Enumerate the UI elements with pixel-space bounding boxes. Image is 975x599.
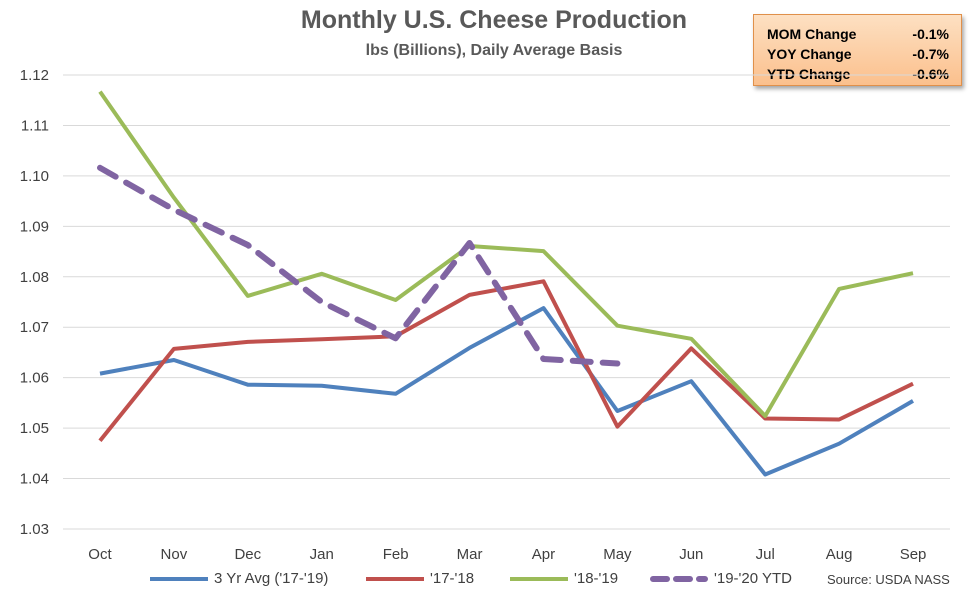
x-tick-label: Feb bbox=[383, 546, 409, 563]
y-tick-label: 1.04 bbox=[20, 471, 49, 488]
legend-swatch-17-18 bbox=[366, 576, 424, 581]
series-line-17-18 bbox=[98, 279, 914, 442]
ytd-change-label: YTD Change bbox=[767, 66, 851, 82]
change-summary-box: MOM Change -0.1% YOY Change -0.7% YTD Ch… bbox=[753, 14, 962, 86]
y-tick-label: 1.11 bbox=[21, 117, 49, 134]
x-tick-label: Jul bbox=[756, 546, 775, 563]
series-line-19-20-ytd bbox=[97, 164, 621, 367]
x-tick-label: Jun bbox=[679, 546, 703, 563]
y-tick-label: 1.10 bbox=[20, 168, 49, 185]
legend-swatch-18-19 bbox=[510, 576, 568, 581]
mom-change-row: MOM Change -0.1% bbox=[767, 24, 949, 44]
x-tick-label: Oct bbox=[88, 546, 112, 563]
x-tick-label: Nov bbox=[161, 546, 188, 563]
legend-entry-17-18: '17-'18 bbox=[366, 570, 474, 587]
legend-label-3yr-avg: 3 Yr Avg ('17-'19) bbox=[214, 570, 329, 587]
y-tick-label: 1.09 bbox=[20, 218, 49, 235]
x-tick-label: Mar bbox=[457, 546, 483, 563]
x-tick-label: Aug bbox=[826, 546, 853, 563]
x-tick-label: Jan bbox=[310, 546, 334, 563]
x-tick-label: Apr bbox=[532, 546, 555, 563]
x-tick-label: Dec bbox=[234, 546, 261, 563]
legend-entry-3yr-avg: 3 Yr Avg ('17-'19) bbox=[150, 570, 328, 587]
legend-label-19-20-ytd: '19-'20 YTD bbox=[714, 570, 792, 587]
x-tick-label: May bbox=[603, 546, 632, 563]
y-tick-label: 1.07 bbox=[20, 319, 49, 336]
y-tick-label: 1.12 bbox=[20, 67, 49, 84]
legend-swatch-3yr-avg bbox=[150, 576, 208, 581]
chart-subtitle: lbs (Billions), Daily Average Basis bbox=[365, 42, 623, 59]
legend-label-17-18: '17-'18 bbox=[430, 570, 475, 587]
series-line-18-19 bbox=[98, 90, 914, 418]
yoy-change-label: YOY Change bbox=[767, 46, 852, 62]
source-note: Source: USDA NASS bbox=[827, 572, 950, 587]
legend-entry-19-20-ytd: '19-'20 YTD bbox=[650, 570, 792, 587]
ytd-change-row: YTD Change -0.6% bbox=[767, 64, 949, 84]
mom-change-value: -0.1% bbox=[912, 26, 949, 42]
legend-entry-18-19: '18-'19 bbox=[510, 570, 618, 587]
y-tick-label: 1.06 bbox=[20, 370, 49, 387]
x-tick-label: Sep bbox=[900, 546, 927, 563]
ytd-change-value: -0.6% bbox=[912, 66, 949, 82]
chart-title: Monthly U.S. Cheese Production bbox=[300, 6, 688, 34]
y-tick-label: 1.08 bbox=[20, 269, 49, 286]
yoy-change-value: -0.7% bbox=[912, 46, 949, 62]
mom-change-label: MOM Change bbox=[767, 26, 857, 42]
series-line-3yr-avg bbox=[99, 306, 915, 477]
y-tick-label: 1.05 bbox=[20, 420, 49, 437]
legend-swatch-19-20-ytd bbox=[650, 575, 708, 582]
yoy-change-row: YOY Change -0.7% bbox=[767, 44, 949, 64]
y-tick-label: 1.03 bbox=[20, 521, 49, 538]
legend-label-18-19: '18-'19 bbox=[574, 570, 619, 587]
